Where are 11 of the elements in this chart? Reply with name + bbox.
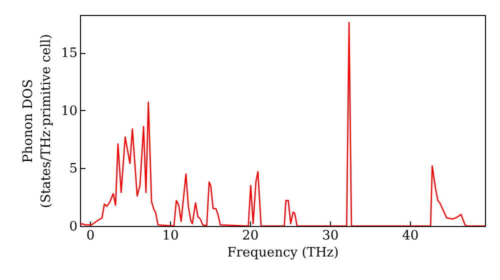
x-tick-label: 0 (86, 228, 95, 244)
x-tick-label: 10 (162, 228, 179, 244)
y-tick-label: 5 (69, 162, 78, 177)
y-tick-label: 15 (60, 46, 78, 62)
x-tick-label: 40 (402, 228, 419, 244)
y-tick-label: 10 (60, 104, 78, 119)
x-tick-label: 30 (322, 228, 339, 244)
x-axis-title: Frequency (THz) (227, 246, 339, 260)
y-axis-title: Phonon DOS (States/THz·primitive cell) (20, 34, 54, 208)
line-series (80, 22, 485, 226)
x-tick-label: 20 (242, 228, 259, 244)
